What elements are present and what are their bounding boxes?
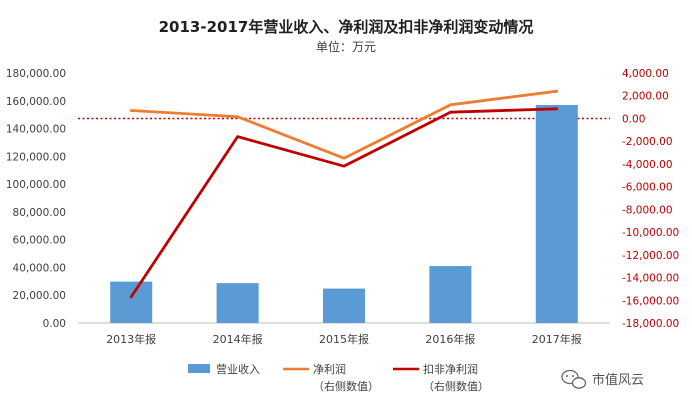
right-tick-label: -14,000.00 [622, 273, 679, 285]
right-tick-label: 2,000.00 [622, 91, 669, 103]
legend: 营业收入 净利润 （右侧数值） 扣非净利润 （右侧数值） [188, 362, 489, 393]
legend-label: 扣非净利润 [423, 362, 478, 376]
wechat-icon [561, 369, 587, 389]
right-tick-label: -16,000.00 [622, 295, 679, 307]
left-tick-label: 40,000.00 [13, 262, 66, 274]
chart-title: 2013-2017年营业收入、净利润及扣非净利润变动情况 [159, 18, 534, 36]
left-tick-label: 0.00 [43, 318, 66, 330]
x-tick-label: 2014年报 [213, 332, 263, 346]
right-tick-label: -4,000.00 [622, 159, 673, 171]
line-series [129, 89, 559, 299]
right-tick-label: -6,000.00 [622, 182, 673, 194]
x-axis: 2013年报 2014年报 2015年报 2016年报 2017年报 [78, 117, 610, 346]
left-tick-label: 60,000.00 [13, 235, 66, 247]
x-tick-label: 2013年报 [106, 332, 156, 346]
legend-sublabel: （右侧数值） [423, 379, 489, 393]
legend-label: 净利润 [313, 362, 346, 376]
right-tick-label: 4,000.00 [622, 68, 669, 80]
series-line [129, 89, 559, 160]
bar [535, 104, 578, 323]
right-tick-label: 0.00 [622, 113, 645, 125]
legend-sublabel: （右侧数值） [313, 379, 379, 393]
left-tick-label: 120,000.00 [6, 151, 66, 163]
right-axis: 4,000.00 2,000.00 0.00 -2,000.00 -4,000.00 -6… [622, 68, 679, 330]
left-tick-label: 100,000.00 [6, 179, 66, 191]
series-line [129, 107, 559, 299]
right-tick-label: -8,000.00 [622, 204, 673, 216]
right-tick-label: -10,000.00 [622, 227, 679, 239]
bar [110, 281, 153, 323]
chart-subtitle: 单位：万元 [316, 39, 376, 54]
watermark-text: 市值风云 [592, 372, 644, 388]
x-tick-label: 2017年报 [532, 332, 582, 346]
right-tick-label: -12,000.00 [622, 250, 679, 262]
right-tick-label: -18,000.00 [622, 318, 679, 330]
right-tick-label: -2,000.00 [622, 136, 673, 148]
x-tick-label: 2015年报 [319, 332, 369, 346]
left-tick-label: 80,000.00 [13, 207, 66, 219]
legend-label: 营业收入 [216, 362, 260, 376]
bar [429, 266, 472, 323]
watermark: 市值风云 [561, 369, 644, 389]
left-tick-label: 20,000.00 [13, 290, 66, 302]
bar [323, 288, 365, 323]
bar [216, 283, 259, 323]
left-tick-label: 180,000.00 [6, 68, 66, 80]
legend-swatch [188, 364, 210, 373]
left-tick-label: 160,000.00 [6, 96, 66, 108]
left-tick-label: 140,000.00 [6, 124, 66, 136]
bar-series [110, 104, 578, 323]
x-tick-label: 2016年报 [425, 332, 475, 346]
left-axis: 0.00 20,000.00 40,000.00 60,000.00 80,000.00… [6, 68, 66, 330]
